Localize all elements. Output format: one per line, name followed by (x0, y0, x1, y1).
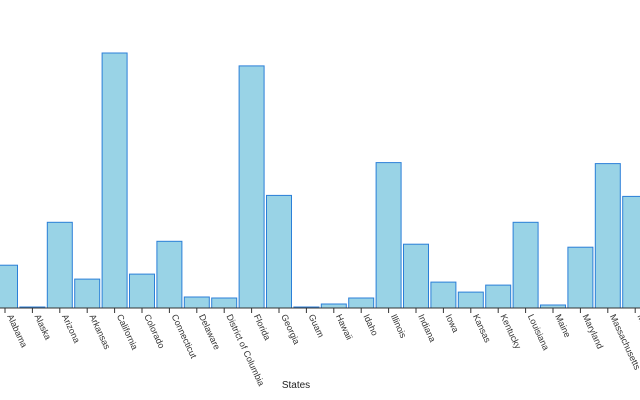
bar-kentucky[interactable] (485, 284, 512, 309)
bar-connecticut[interactable] (156, 240, 183, 309)
bar-georgia[interactable] (266, 194, 292, 309)
x-tick-label: Louisiana (526, 313, 551, 352)
x-tick-label: Connecticut (170, 313, 199, 361)
x-tick-label: Maine (553, 313, 572, 339)
x-tick-label: Massachusetts (608, 313, 640, 372)
x-tick-label: Maryland (581, 313, 606, 351)
x-tick-label: Kentucky (498, 313, 523, 351)
bar-kansas[interactable] (457, 291, 484, 309)
bar-california[interactable] (101, 52, 128, 309)
x-axis-ticks (4, 308, 636, 313)
bar-indiana[interactable] (403, 243, 429, 309)
x-tick-label: Colorado (142, 313, 167, 350)
x-tick-label: Illinois (389, 313, 409, 340)
bar-florida[interactable] (238, 65, 265, 309)
x-tick-label: Michigan (635, 313, 640, 350)
bar-maryland[interactable] (567, 246, 594, 309)
x-tick-label: Iowa (444, 313, 461, 334)
x-tick-label: Delaware (197, 313, 222, 352)
x-tick-label: Arkansas (87, 313, 112, 352)
x-tick-label: Guam (307, 313, 326, 339)
bar-louisiana[interactable] (512, 221, 539, 309)
x-tick-label: Alabama (5, 313, 29, 349)
bars-group (0, 52, 640, 309)
bar-district-of-columbia[interactable] (211, 297, 238, 309)
x-tick-label: California (115, 313, 140, 352)
x-axis-title: States (282, 380, 310, 391)
x-tick-label: Idaho (361, 313, 380, 338)
bar-alabama[interactable] (0, 264, 18, 309)
x-tick-label: Hawaii (334, 313, 354, 342)
x-tick-label: Alaska (33, 313, 53, 342)
x-tick-label: Georgia (279, 313, 302, 346)
bar-iowa[interactable] (430, 281, 457, 309)
bar-massachusetts[interactable] (594, 163, 621, 309)
bar-arkansas[interactable] (74, 278, 101, 309)
x-tick-label: Arizona (60, 313, 82, 345)
bar-colorado[interactable] (129, 273, 155, 309)
bar-arizona[interactable] (46, 221, 73, 309)
bar-delaware[interactable] (183, 296, 210, 309)
bar-illinois[interactable] (375, 162, 402, 309)
bar-idaho[interactable] (348, 297, 375, 309)
x-tick-label: Kansas (471, 313, 493, 345)
x-tick-label: Florida (252, 313, 273, 342)
bar-michigan[interactable] (622, 195, 640, 309)
x-axis-tick-labels: Alabama Alaska Arizona Arkansas California Co… (5, 313, 640, 388)
bar-hawaii[interactable] (320, 303, 347, 309)
x-tick-label: Indiana (416, 313, 438, 344)
